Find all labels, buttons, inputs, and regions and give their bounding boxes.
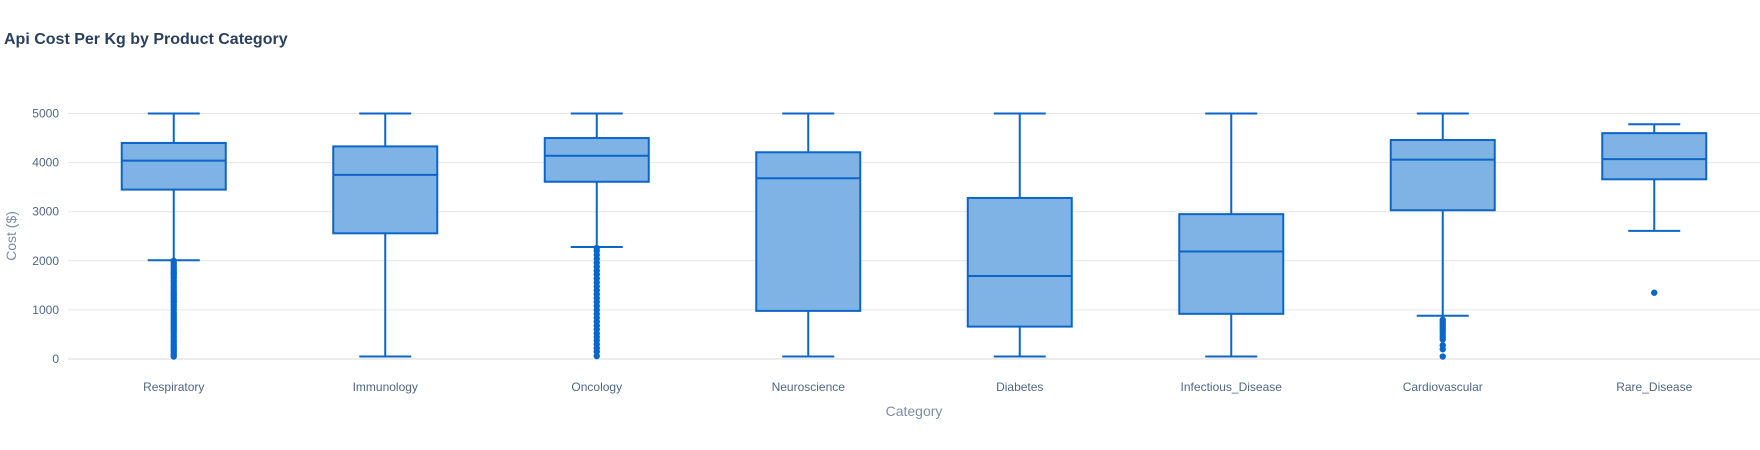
- iqr-box: [543, 137, 650, 183]
- y-tick-label: 2000: [32, 254, 59, 268]
- y-tick-label: 4000: [32, 156, 59, 170]
- box-diabetes: [966, 112, 1073, 358]
- iqr-box: [332, 145, 439, 235]
- y-tick-label: 5000: [32, 107, 59, 121]
- y-axis-title: Cost ($): [3, 211, 19, 261]
- x-tick-label: Infectious_Disease: [1181, 380, 1283, 394]
- x-tick-label: Cardiovascular: [1403, 380, 1483, 394]
- iqr-box: [966, 196, 1073, 328]
- boxes: [120, 112, 1708, 360]
- box-infectious-disease: [1178, 112, 1285, 358]
- iqr-box: [120, 141, 227, 191]
- y-tick-label: 0: [52, 352, 59, 366]
- iqr-box: [1178, 213, 1285, 315]
- outlier-point: [593, 244, 600, 252]
- chart-title: Api Cost Per Kg by Product Category: [4, 31, 288, 48]
- x-tick-label: Diabetes: [996, 380, 1043, 394]
- x-tick-label: Respiratory: [143, 380, 204, 394]
- box-respiratory: [120, 112, 227, 360]
- box-cardiovascular: [1389, 112, 1496, 360]
- iqr-box: [755, 151, 862, 312]
- outlier-point: [1439, 342, 1446, 349]
- box-oncology: [543, 112, 650, 360]
- y-tick-label: 1000: [32, 303, 59, 317]
- box-immunology: [332, 112, 439, 358]
- gridlines: [68, 113, 1760, 360]
- x-axis-title: Category: [886, 403, 943, 419]
- x-tick-label: Neuroscience: [772, 380, 846, 394]
- x-tick-label: Oncology: [571, 380, 622, 394]
- outlier-point: [1439, 316, 1446, 323]
- x-tick-label: Rare_Disease: [1616, 380, 1692, 394]
- outlier-point: [593, 352, 600, 360]
- y-axis-ticks: 0 1000 2000 3000 4000 5000: [32, 107, 59, 367]
- box-rare-disease: [1601, 123, 1708, 296]
- outlier-point: [1439, 353, 1446, 360]
- y-tick-label: 3000: [32, 205, 59, 219]
- iqr-box: [1389, 139, 1496, 212]
- outlier-point: [1651, 289, 1658, 296]
- box-neuroscience: [755, 112, 862, 358]
- x-tick-label: Immunology: [353, 380, 418, 394]
- outlier-point: [170, 257, 177, 264]
- iqr-box: [1601, 132, 1708, 181]
- x-axis-ticks: Respiratory Immunology Oncology Neuroscienc…: [143, 380, 1693, 394]
